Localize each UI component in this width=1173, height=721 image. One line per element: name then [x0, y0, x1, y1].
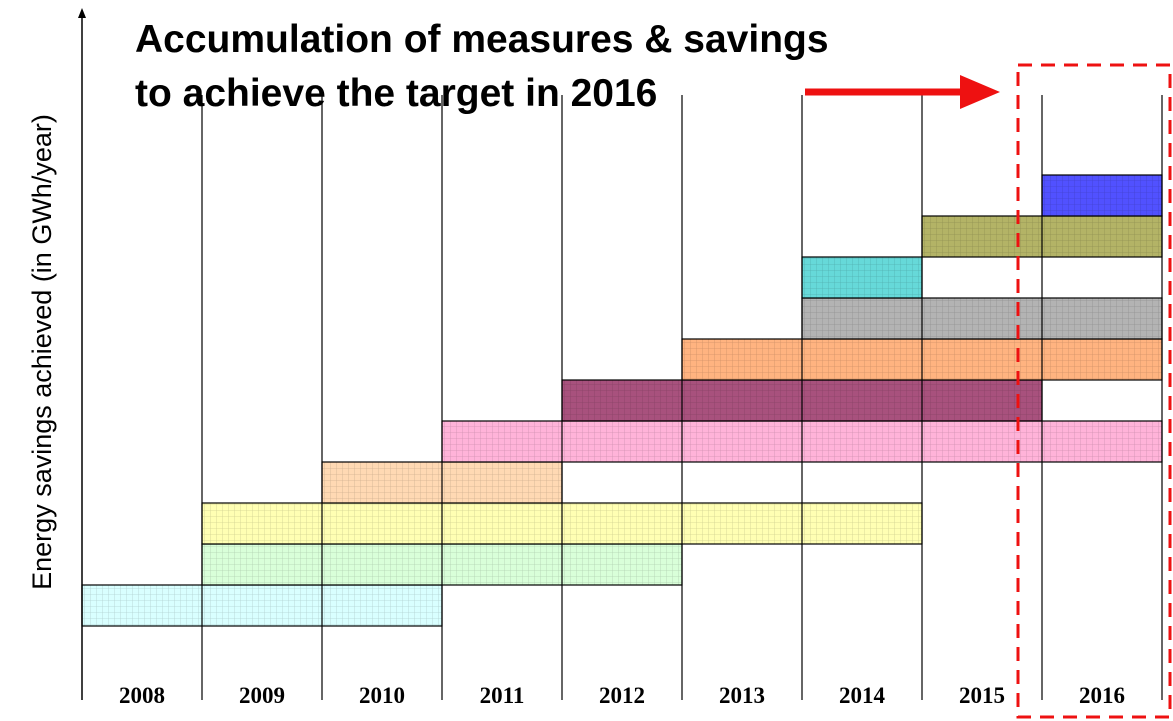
bars — [81, 174, 1163, 627]
axis-arrow — [78, 8, 86, 18]
year-label: 2011 — [480, 683, 525, 708]
year-label: 2012 — [599, 683, 645, 708]
year-label: 2010 — [359, 683, 405, 708]
bar-hatch — [1042, 175, 1162, 216]
year-label: 2008 — [119, 683, 165, 708]
title-line: to achieve the target in 2016 — [135, 72, 657, 115]
title-line: Accumulation of measures & savings — [135, 18, 829, 61]
bar-hatch — [802, 298, 1162, 339]
year-label: 2013 — [719, 683, 765, 708]
target-highlight — [1016, 63, 1172, 719]
arrow-head — [960, 75, 1000, 109]
y-axis-label: Energy savings achieved (in GWh/year) — [27, 114, 57, 590]
year-label: 2016 — [1079, 683, 1125, 708]
year-labels: 2008 2009 2010 2011 2012 2013 2014 2015 2016 — [119, 683, 1125, 708]
year-label: 2015 — [959, 683, 1005, 708]
year-label: 2014 — [839, 683, 886, 708]
bar-hatch — [82, 585, 442, 626]
column-lines — [201, 95, 1163, 700]
bar-hatch — [802, 257, 922, 298]
year-label: 2009 — [239, 683, 285, 708]
